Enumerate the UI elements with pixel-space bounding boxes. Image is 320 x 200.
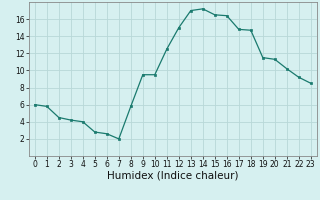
X-axis label: Humidex (Indice chaleur): Humidex (Indice chaleur) bbox=[107, 171, 238, 181]
